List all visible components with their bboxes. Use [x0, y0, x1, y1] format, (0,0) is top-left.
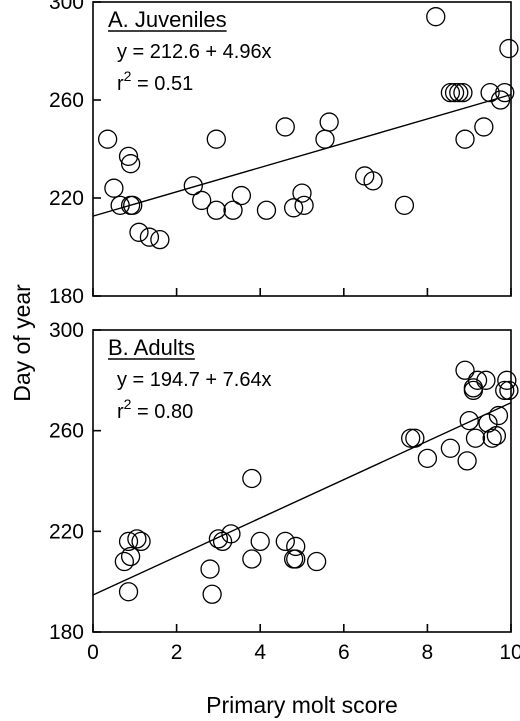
- regression-equation: y = 212.6 + 4.96x: [117, 41, 272, 63]
- data-point: [457, 451, 477, 471]
- data-point: [286, 549, 306, 569]
- data-point: [405, 428, 425, 448]
- data-point: [208, 529, 229, 549]
- data-point: [221, 524, 241, 544]
- y-tick-label: 300: [49, 319, 84, 342]
- data-point: [286, 536, 306, 557]
- data-point: [250, 531, 270, 552]
- data-point: [453, 83, 473, 103]
- y-tick-label: 260: [49, 420, 84, 443]
- data-point: [120, 154, 141, 174]
- data-point: [256, 200, 277, 220]
- data-point: [482, 428, 502, 448]
- data-point: [476, 370, 496, 390]
- data-point: [394, 195, 415, 216]
- data-point: [486, 426, 507, 446]
- data-point: [319, 112, 339, 132]
- regression-equation: y = 194.7 + 7.64x: [117, 369, 272, 391]
- data-point: [110, 195, 130, 216]
- data-point: [150, 229, 170, 250]
- data-point: [114, 551, 134, 572]
- data-point: [315, 129, 335, 149]
- data-point: [292, 183, 312, 203]
- data-point: [223, 200, 243, 220]
- data-point: [495, 83, 515, 103]
- y-tick-label: 300: [49, 0, 84, 14]
- data-point: [363, 171, 383, 191]
- data-point: [474, 117, 494, 137]
- r-squared: r2 = 0.51: [117, 68, 193, 95]
- y-tick-label: 180: [49, 621, 84, 644]
- data-point: [495, 380, 515, 401]
- data-point: [120, 546, 141, 567]
- data-point: [417, 448, 438, 469]
- data-point: [104, 178, 124, 198]
- data-point: [123, 195, 143, 216]
- data-point: [306, 551, 327, 572]
- y-tick-label: 220: [49, 187, 84, 210]
- data-point: [455, 360, 475, 380]
- data-point: [206, 200, 226, 220]
- data-point: [426, 7, 446, 27]
- data-point: [465, 428, 486, 448]
- y-axis-label: Day of year: [9, 284, 35, 402]
- data-point: [131, 531, 151, 552]
- data-point: [242, 549, 262, 569]
- y-tick-label: 260: [49, 89, 84, 112]
- data-point: [467, 370, 488, 390]
- data-point: [449, 83, 469, 103]
- plot-frame: [92, 329, 512, 633]
- data-point: [294, 195, 314, 216]
- data-point: [118, 146, 139, 167]
- data-point: [283, 198, 304, 218]
- data-point: [200, 559, 220, 579]
- x-tick-label: 2: [171, 641, 183, 664]
- data-point: [455, 129, 475, 149]
- data-point: [401, 428, 421, 448]
- plot-frame: [92, 1, 512, 297]
- data-point: [459, 410, 479, 431]
- panel-a: 180 220 260 300 A. Juveniles y = 212.6 + 4.96…: [49, 0, 519, 308]
- x-tick-label: 0: [87, 641, 99, 664]
- x-tick-label: 8: [422, 641, 434, 664]
- regression-line: [92, 93, 512, 217]
- data-point: [499, 380, 519, 401]
- x-tick-label: 4: [254, 641, 266, 664]
- data-point: [206, 129, 226, 149]
- data-point: [97, 129, 118, 149]
- data-point: [499, 38, 519, 59]
- data-point: [118, 582, 139, 602]
- data-point: [440, 438, 461, 458]
- data-point: [129, 222, 149, 242]
- x-tick-label: 10: [499, 641, 520, 664]
- data-point: [118, 531, 139, 552]
- data-point: [202, 584, 222, 604]
- panel-title: B. Adults: [108, 335, 195, 360]
- data-point: [242, 468, 262, 489]
- y-tick-label: 220: [49, 520, 84, 543]
- data-point: [192, 190, 212, 211]
- y-tick-label: 180: [49, 285, 84, 308]
- panel-title: A. Juveniles: [108, 7, 227, 32]
- x-tick-label: 6: [338, 641, 350, 664]
- data-point: [480, 83, 500, 103]
- regression-line: [92, 402, 512, 596]
- r-squared: r2 = 0.80: [117, 396, 193, 423]
- data-point: [183, 176, 203, 196]
- panel-b: 180 220 260 300 0 2 4 6 8 10 B. Adults y = 194.7 + …: [49, 319, 520, 664]
- data-point: [497, 370, 517, 390]
- data-point: [444, 83, 465, 103]
- data-point: [139, 227, 160, 247]
- data-point: [488, 405, 509, 426]
- data-point: [275, 117, 295, 137]
- data-point: [275, 531, 295, 552]
- data-point: [231, 185, 252, 206]
- x-axis-label: Primary molt score: [206, 692, 398, 718]
- data-point: [440, 83, 461, 103]
- data-point: [127, 529, 147, 549]
